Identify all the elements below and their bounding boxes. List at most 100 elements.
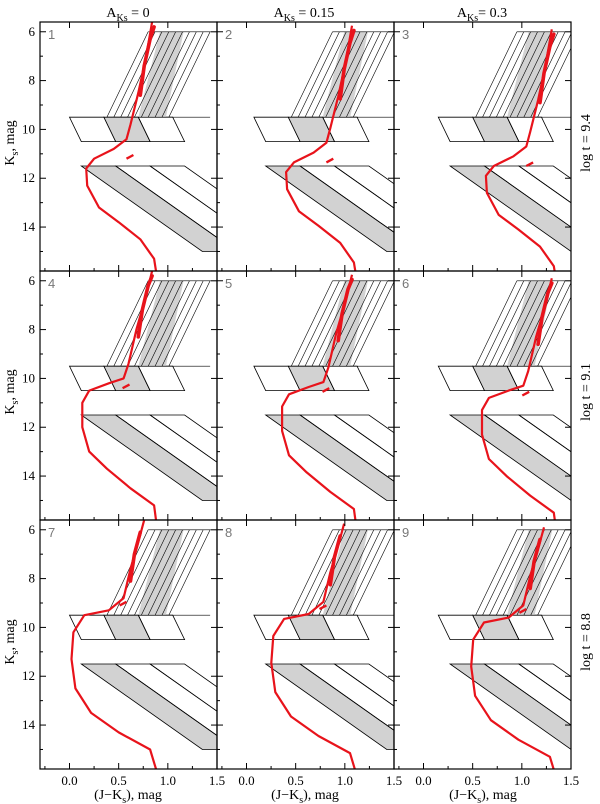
rgb-strip-line — [318, 31, 361, 118]
rgb-strip-line — [161, 280, 204, 367]
rgb-strip-line — [537, 296, 571, 367]
panel-8: 0.0 0.5 1.0 1.5 8 — [216, 519, 402, 788]
panel-plot-area — [437, 527, 571, 769]
y-tick-label: 8 — [29, 322, 36, 337]
y-tick-label: 8 — [29, 571, 36, 586]
rgb-strip-line — [141, 529, 183, 616]
y-axis-title-1: Ks, mag — [3, 120, 21, 165]
ms-box-2 — [114, 414, 217, 487]
x-tick-label: 0.5 — [465, 773, 481, 788]
rgb-strip-line — [332, 31, 375, 118]
rgb-strip-line — [523, 280, 566, 367]
y-tick-label: 14 — [22, 219, 36, 234]
x-tick-label: 1.5 — [563, 773, 579, 788]
rgb-strip-line — [339, 529, 381, 616]
rgb-strip-line — [489, 280, 531, 367]
sgb-box-2 — [103, 614, 151, 640]
panel-7: 6 8 10 12 14 0.0 0.5 1.0 1.5 7 — [22, 519, 225, 788]
giant-branch-line — [328, 534, 342, 587]
rgb-strip-line — [352, 530, 394, 616]
x-tick-label: 0.0 — [61, 773, 77, 788]
rgb-strip-line — [482, 280, 525, 367]
row-title-1: log t = 9.4 — [579, 114, 594, 172]
y-tick-label: 12 — [22, 170, 35, 185]
rgb-strip-line — [516, 280, 559, 367]
ms-box-3 — [333, 165, 394, 209]
x-tick-label: 1.5 — [386, 773, 402, 788]
rgb-strip-line — [489, 529, 531, 616]
rgb-strip-line — [523, 529, 566, 616]
x-tick-label: 0.0 — [415, 773, 431, 788]
ms-box-3 — [517, 165, 571, 204]
panel-number: 3 — [402, 27, 409, 42]
column-titles: AKs = 0 AKs = 0.15 AKs= 0.3 — [106, 6, 507, 24]
y-tick-label: 14 — [22, 468, 36, 483]
ms-box-1 — [448, 414, 571, 501]
y-tick-label: 6 — [29, 24, 36, 39]
column-title-2: AKs = 0.15 — [274, 6, 335, 24]
rgb-strip-line — [141, 280, 183, 367]
column-title-3: AKs= 0.3 — [457, 6, 507, 24]
row-titles: log t = 9.4 log t = 9.1 log t = 8.8 — [579, 114, 594, 671]
rgb-strip-line — [168, 31, 211, 118]
clump-marker — [122, 383, 131, 390]
x-axis-title-3: (J−Ks), mag — [449, 788, 517, 804]
y-tick-label: 10 — [22, 121, 35, 136]
rgb-strip-line — [154, 31, 197, 118]
ms-box-2 — [483, 165, 571, 228]
rgb-strip-line — [509, 31, 552, 118]
rgb-strip-line — [346, 280, 388, 367]
rgb-strip-line — [304, 31, 347, 118]
giant-branch-line — [128, 530, 143, 583]
ms-box-3 — [517, 663, 571, 702]
isochrone-line — [85, 22, 158, 271]
rgb-strip-line — [346, 31, 388, 118]
giant-branch-line — [136, 274, 154, 339]
x-tick-label: 1.5 — [209, 773, 225, 788]
giant-branch-line — [536, 281, 554, 346]
panel-plot-area — [253, 523, 394, 769]
y-tick-label: 14 — [22, 717, 36, 732]
x-tick-label: 0.0 — [238, 773, 254, 788]
clump-marker — [321, 387, 330, 393]
panel-3: 3 — [393, 21, 572, 272]
x-axis-title-2: (J−Ks), mag — [271, 788, 339, 804]
rgb-strip-line — [134, 280, 176, 367]
panel-number: 7 — [48, 525, 55, 540]
x-tick-label: 1.0 — [337, 773, 353, 788]
giant-branch-line — [528, 537, 542, 591]
rgb-strip-line — [537, 47, 571, 118]
rgb-strip-line — [502, 280, 545, 367]
rgb-strip-line — [482, 529, 525, 616]
ms-box-2 — [114, 165, 217, 238]
y-tick-label: 10 — [22, 370, 35, 385]
panel-number: 9 — [402, 525, 409, 540]
rgb-strip-line — [346, 529, 388, 616]
y-tick-label: 6 — [29, 273, 36, 288]
ms-box-1 — [448, 165, 571, 252]
rgb-strip-line — [127, 31, 170, 118]
y-tick-label: 6 — [29, 522, 36, 537]
rgb-strip-line — [304, 280, 347, 367]
rgb-strip-line — [502, 31, 545, 118]
ms-box-3 — [148, 663, 217, 712]
rgb-strip-line — [147, 529, 190, 616]
isochrone-line — [281, 274, 357, 520]
y-axis-title-2: Ks, mag — [3, 369, 21, 414]
clump-marker — [518, 608, 527, 614]
rgb-strip-line — [325, 529, 368, 616]
isochrone-line — [484, 29, 556, 271]
ms-box-3 — [333, 414, 394, 458]
sgb-box-2 — [472, 365, 520, 392]
panel-number: 5 — [225, 276, 232, 291]
rgb-strip-line — [297, 529, 340, 616]
rgb-strip-line — [106, 31, 149, 118]
x-axis-titles: (J−Ks), mag (J−Ks), mag (J−Ks), mag — [94, 788, 517, 804]
ms-box-1 — [264, 663, 394, 750]
panel-5: 5 — [216, 270, 395, 521]
rgb-strip-line — [141, 31, 183, 118]
ms-box-2 — [298, 663, 394, 731]
clump-marker — [125, 153, 134, 160]
